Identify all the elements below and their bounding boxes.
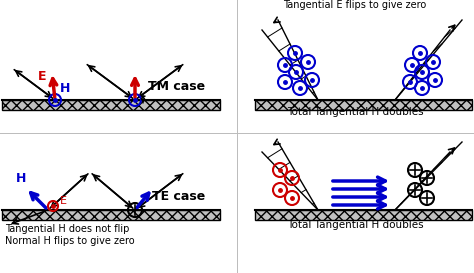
- Text: Total Tangential H doubles: Total Tangential H doubles: [287, 220, 423, 230]
- Text: E: E: [38, 70, 46, 83]
- Text: Normal H flips to give zero: Normal H flips to give zero: [5, 236, 135, 246]
- Text: TE case: TE case: [152, 190, 205, 203]
- Text: TM case: TM case: [148, 80, 205, 93]
- Text: H: H: [16, 172, 27, 185]
- Text: H: H: [60, 82, 70, 95]
- Bar: [2, 210, 220, 220]
- Text: Tangential H does not flip: Tangential H does not flip: [5, 224, 129, 234]
- Text: Total Tangential H doubles: Total Tangential H doubles: [287, 107, 423, 117]
- Text: Tangential E flips to give zero: Tangential E flips to give zero: [283, 0, 427, 10]
- Bar: [2, 100, 220, 110]
- Text: E: E: [60, 196, 67, 206]
- Bar: [255, 100, 472, 110]
- Bar: [255, 210, 472, 220]
